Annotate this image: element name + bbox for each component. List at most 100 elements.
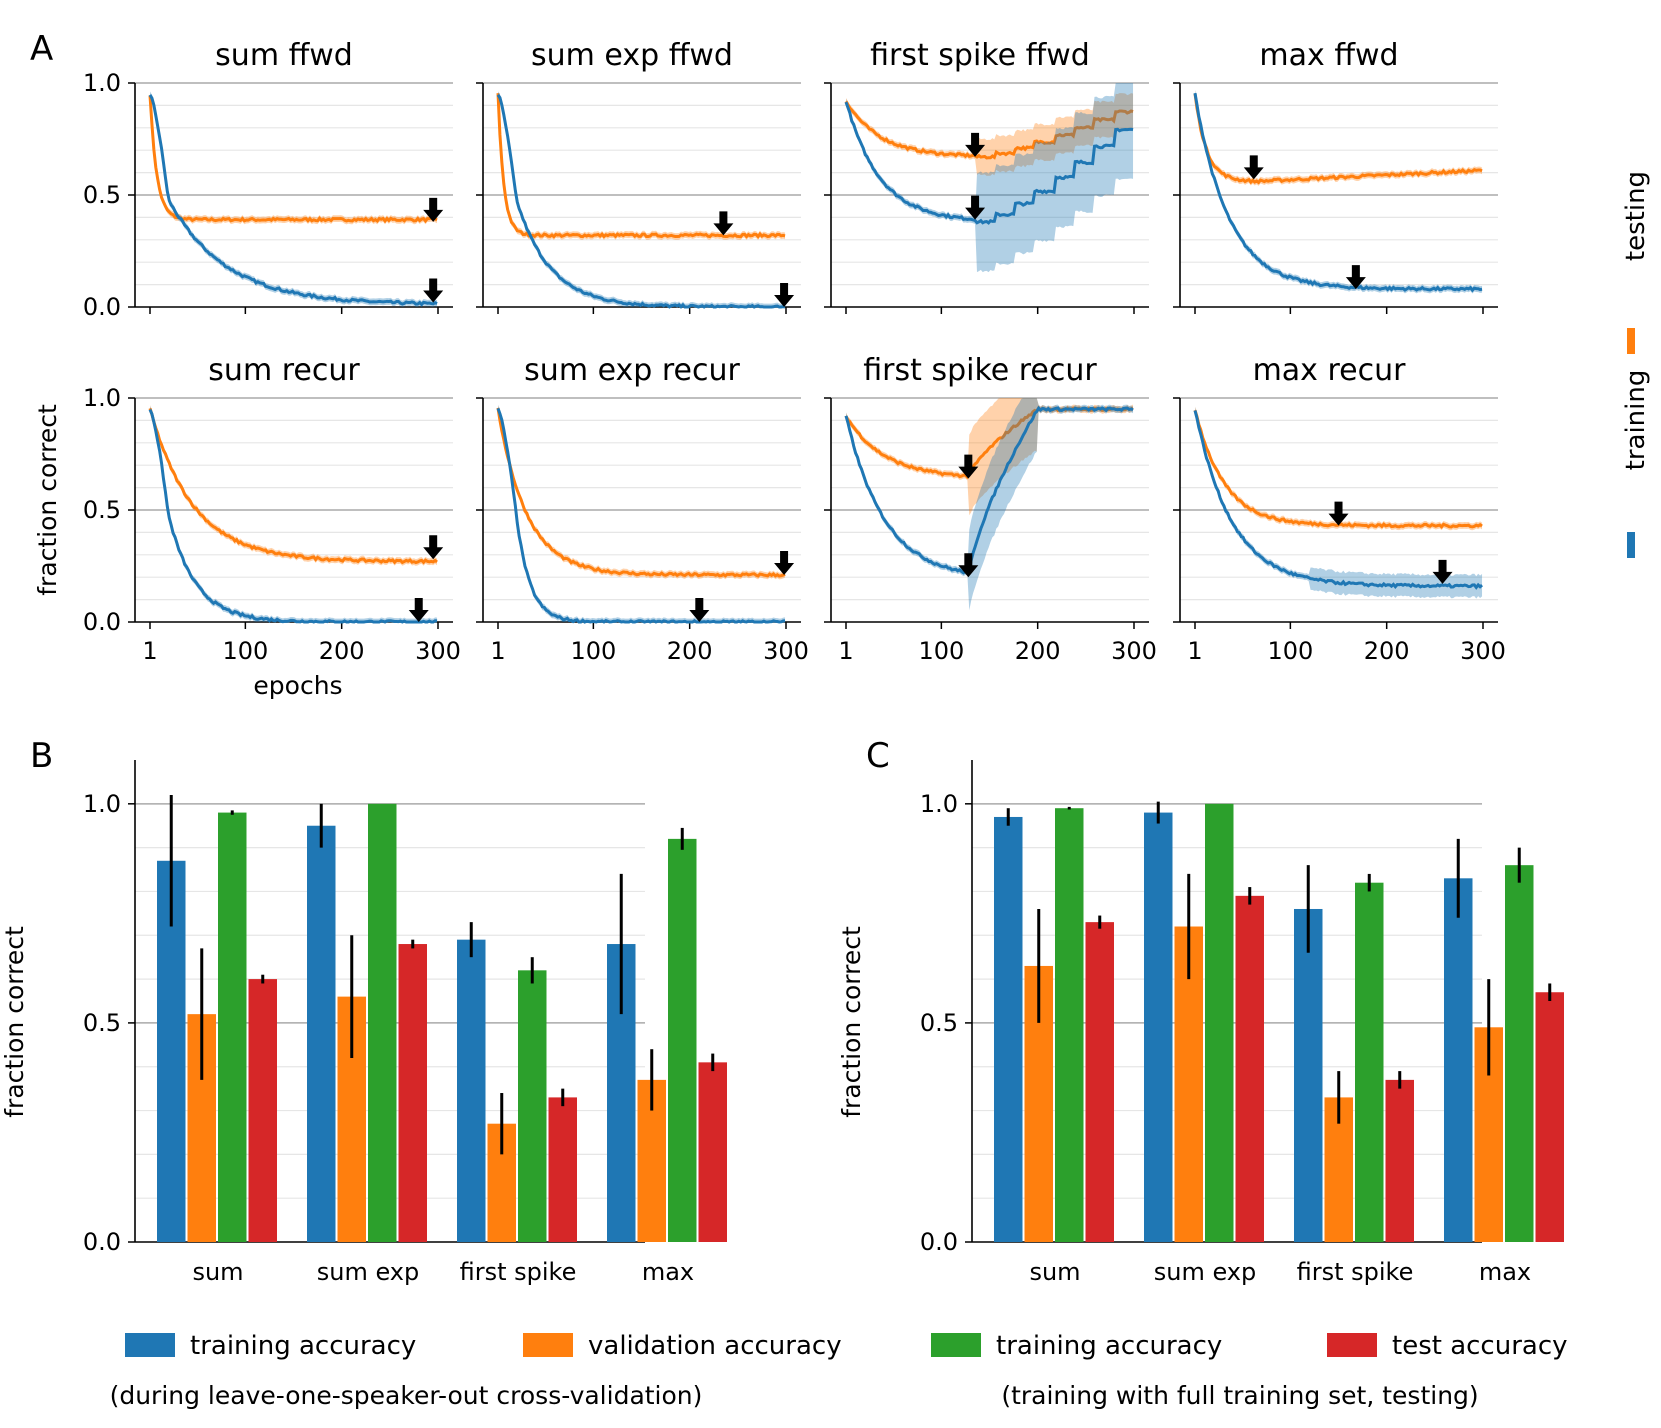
subplot-title: sum recur: [208, 353, 360, 388]
category-label: sum: [192, 1258, 243, 1286]
x-tick-label: 100: [570, 637, 616, 665]
bar-training-accuracy: [1505, 865, 1534, 1242]
legend-label-training-b: training accuracy: [190, 1331, 416, 1361]
series-line-training: [496, 407, 786, 624]
panel-label-c: C: [866, 736, 890, 776]
category-label: first spike: [460, 1258, 577, 1286]
y-tick-label: 0.0: [920, 1228, 958, 1256]
category-label: sum exp: [317, 1258, 420, 1286]
series-line-testing: [496, 407, 786, 578]
series-line-testing: [496, 93, 786, 239]
x-tick-label: 1: [838, 637, 853, 665]
x-tick-label: 300: [415, 637, 461, 665]
series-line-testing: [844, 100, 1134, 160]
y-tick-label: 0.0: [83, 293, 121, 321]
subplot-title: sum exp recur: [524, 353, 740, 388]
bar-training-accuracy: [1144, 812, 1173, 1242]
series-band-training: [150, 406, 438, 622]
arrow-marker: [1432, 559, 1453, 584]
subplot-sum-ffwd: sum ffwd 0.0 0.5 1.0: [83, 38, 453, 321]
caption-c: (training with full training set, testin…: [1001, 1381, 1478, 1410]
category-label: first spike: [1297, 1258, 1414, 1286]
series-band-training: [150, 91, 438, 307]
bar-training-accuracy: [1294, 908, 1323, 1242]
category-label: max: [1479, 1258, 1531, 1286]
subplot-max-recur: max recur 1 100 200 300: [1173, 353, 1506, 665]
x-tick-label: 200: [319, 637, 365, 665]
x-tick-label: 1: [1187, 637, 1202, 665]
bar-training-accuracy: [668, 838, 697, 1242]
arrow-marker: [965, 132, 986, 157]
subplot-sum-recur: sum recur 1 100 200 300 0.0 0.5 1.0: [83, 353, 461, 665]
series-band-training: [498, 91, 786, 308]
x-tick-label: 200: [1364, 637, 1410, 665]
bar-training-accuracy: [307, 825, 336, 1242]
x-tick-label: 200: [667, 637, 713, 665]
y-tick-label: 0.5: [83, 496, 121, 524]
arrow-marker: [1345, 265, 1366, 290]
panel-a-line-charts: sum ffwd 0.0 0.5 1.0 sum exp ffwd first spike…: [33, 38, 1506, 700]
bar-training-accuracy: [994, 816, 1023, 1242]
series-band-testing: [498, 404, 786, 580]
arrow-marker: [774, 550, 795, 575]
legend-label-validation: validation accuracy: [588, 1331, 842, 1361]
x-tick-label: 300: [1460, 637, 1506, 665]
series-band-training: [1195, 407, 1483, 599]
subplot-title: max ffwd: [1259, 38, 1398, 73]
legend-swatch-training: [125, 1333, 175, 1357]
bar-test-accuracy: [1085, 922, 1114, 1242]
x-tick-label: 100: [918, 637, 964, 665]
bar-training-accuracy: [368, 803, 397, 1242]
series-band-testing: [150, 405, 438, 566]
legend-label-training: training: [1621, 370, 1651, 471]
bar-training-accuracy: [218, 812, 247, 1242]
bar-validation-accuracy: [1174, 926, 1203, 1242]
arrow-marker: [408, 598, 429, 622]
arrow-marker: [1243, 155, 1264, 180]
subplot-max-ffwd: max ffwd: [1173, 38, 1498, 314]
legend-label-testing: testing: [1621, 171, 1651, 261]
legend-swatch-training-full: [931, 1333, 981, 1357]
series-band-training: [846, 83, 1134, 273]
bar-test-accuracy: [1385, 1079, 1414, 1242]
subplot-title: sum ffwd: [215, 38, 353, 73]
bar-training-accuracy: [1444, 878, 1473, 1242]
arrow-marker: [958, 454, 979, 479]
subplot-title: max recur: [1253, 353, 1407, 388]
caption-b: (during leave-one-speaker-out cross-vali…: [110, 1381, 703, 1410]
series-band-training: [498, 404, 786, 622]
legend-swatch-validation: [523, 1333, 573, 1357]
legend-c: training accuracy test accuracy (trainin…: [931, 1331, 1568, 1410]
category-label: max: [642, 1258, 694, 1286]
category-label: sum exp: [1154, 1258, 1257, 1286]
series-band-testing: [150, 92, 438, 225]
legend-swatch-testing: [1627, 328, 1635, 354]
y-tick-label: 0.0: [83, 1228, 121, 1256]
panel-b-bar-chart: 0.0 0.5 1.0 sum sum exp first spike max fractio…: [0, 760, 727, 1286]
series-line-training: [844, 405, 1134, 575]
arrow-marker: [423, 278, 444, 303]
bar-training-accuracy: [1055, 808, 1084, 1242]
bar-training-accuracy: [1205, 803, 1234, 1242]
y-tick-label: 1.0: [83, 790, 121, 818]
arrow-marker: [423, 535, 444, 560]
subplot-title: first spike recur: [863, 353, 1097, 388]
y-tick-label: 0.5: [83, 1009, 121, 1037]
series-line-training: [844, 101, 1134, 225]
x-tick-label: 300: [763, 637, 809, 665]
arrow-marker: [423, 197, 444, 222]
y-axis-label: fraction correct: [33, 404, 62, 596]
subplot-first-spike-recur: first spike recur 1 100 200 300: [824, 353, 1157, 665]
x-tick-label: 1: [490, 637, 505, 665]
y-tick-label: 1.0: [920, 790, 958, 818]
y-tick-label: 1.0: [83, 69, 121, 97]
bar-test-accuracy: [398, 944, 427, 1242]
subplot-sum-exp-ffwd: sum exp ffwd: [476, 38, 801, 314]
bar-test-accuracy: [698, 1062, 727, 1242]
bar-training-accuracy: [518, 970, 547, 1242]
x-axis-label: epochs: [253, 671, 342, 700]
arrow-marker: [958, 553, 979, 578]
series-line-testing: [148, 407, 438, 565]
y-tick-label: 0.5: [920, 1009, 958, 1037]
